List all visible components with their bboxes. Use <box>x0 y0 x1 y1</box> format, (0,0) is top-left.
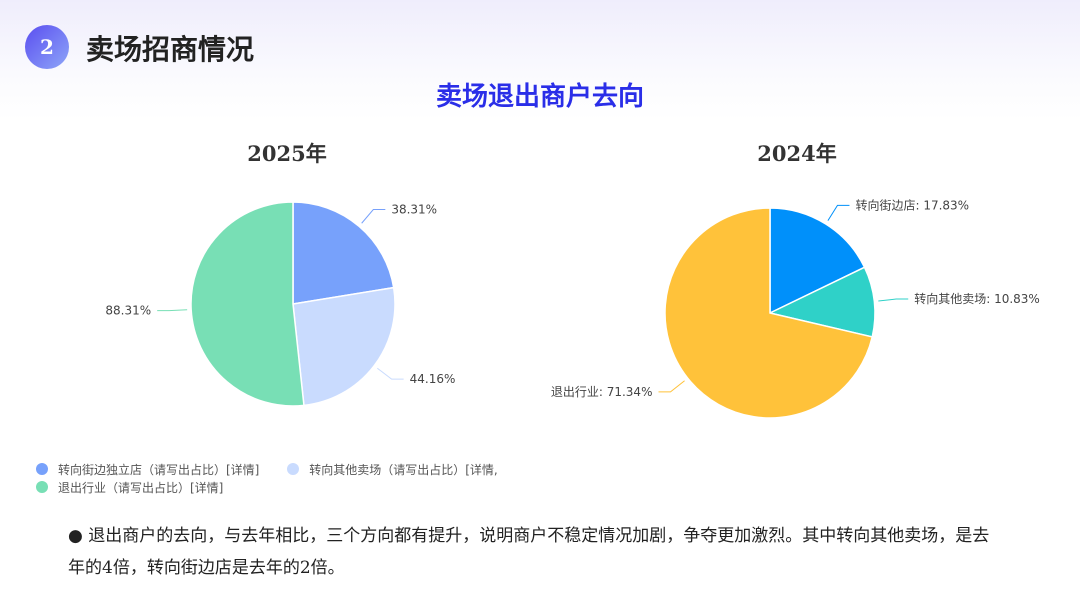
pie-slice[interactable] <box>292 201 395 305</box>
leader-line <box>827 204 850 221</box>
leader-line <box>658 380 685 393</box>
pie-2024-subtitle: 2024年 <box>757 141 837 166</box>
chart-title: 卖场退出商户去向 <box>435 82 644 112</box>
legend-label: 退出行业（请写出占比）[详情] <box>58 480 224 495</box>
page-title: 卖场招商情况 <box>86 33 255 66</box>
pie-2025-subtitle: 2025年 <box>247 141 327 166</box>
legend: 转向街边独立店（请写出占比）[详情] 转向其他卖场（请写出占比）[详情, 退出行… <box>36 460 596 496</box>
leader-line <box>361 209 386 224</box>
legend-label: 转向街边独立店（请写出占比）[详情] <box>58 462 260 477</box>
pie-slice[interactable] <box>664 207 874 419</box>
legend-swatch <box>287 463 300 475</box>
data-label: 38.31% <box>391 203 437 217</box>
leader-line <box>878 298 909 302</box>
pie-slice[interactable] <box>769 207 866 315</box>
legend-item[interactable]: 转向其他卖场（请写出占比）[详情, <box>287 460 498 478</box>
data-label: 转向其他卖场: 10.83% <box>914 291 1040 306</box>
data-label: 退出行业: 71.34% <box>551 385 653 399</box>
pie-slice[interactable] <box>292 286 396 407</box>
legend-swatch <box>36 463 48 475</box>
data-label: 44.16% <box>410 372 456 386</box>
legend-swatch <box>36 481 48 493</box>
leader-line <box>157 309 188 312</box>
data-label: 88.31% <box>105 304 151 318</box>
leader-line <box>377 367 404 380</box>
legend-item[interactable]: 转向街边独立店（请写出占比）[详情] <box>36 460 259 478</box>
pie-slice[interactable] <box>767 266 876 338</box>
legend-item[interactable]: 退出行业（请写出占比）[详情] <box>36 478 223 496</box>
pie-slice[interactable] <box>190 201 305 407</box>
section-number-badge: 2 <box>25 25 69 69</box>
analysis-note: ● 退出商户的去向，与去年相比，三个方向都有提升，说明商户不稳定情况加剧，争夺更… <box>68 526 990 578</box>
data-label: 转向街边店: 17.83% <box>855 197 969 212</box>
legend-label: 转向其他卖场（请写出占比）[详情, <box>309 462 498 477</box>
